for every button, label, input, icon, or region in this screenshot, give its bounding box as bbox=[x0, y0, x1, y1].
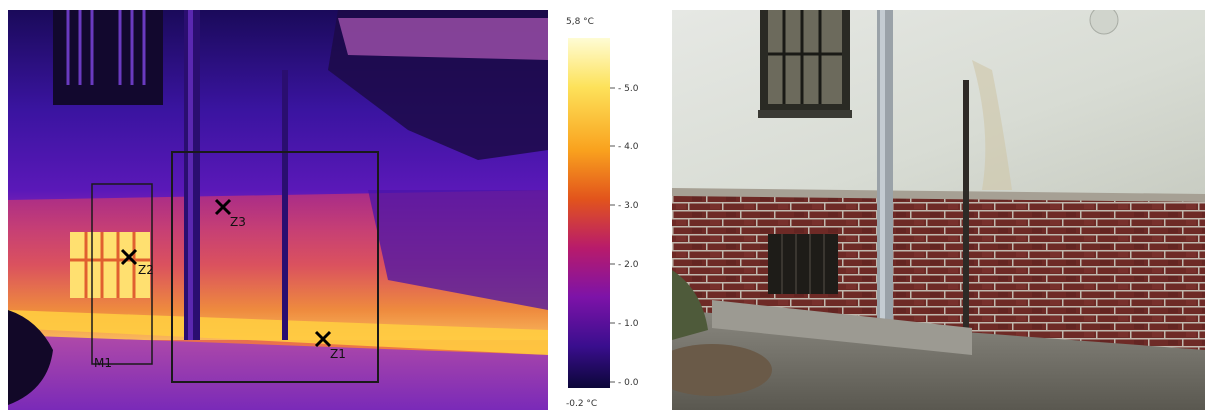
thin-pipe bbox=[963, 80, 969, 340]
measure-region-m2 bbox=[171, 151, 379, 383]
scale-tick-label: - 3.0 bbox=[618, 201, 639, 211]
thermal-image: Z3 Z2 Z1 M1 bbox=[8, 10, 548, 410]
upper-window-bars bbox=[66, 10, 146, 85]
scale-tick-label: - 0.0 bbox=[618, 378, 639, 388]
thin-pipe bbox=[282, 70, 288, 340]
warm-band-top bbox=[338, 18, 548, 60]
drain-pipe-highlight bbox=[188, 10, 193, 340]
damp-stain bbox=[972, 60, 1012, 190]
scale-min-label: -0.2 °C bbox=[566, 399, 597, 409]
scale-tick-label: - 5.0 bbox=[618, 84, 639, 94]
plaster-wall bbox=[672, 10, 1205, 200]
temperature-scale: 5,8 °C - 5.0 - 4.0 - 3.0 - 2.0 - 1.0 - 0.0 -0… bbox=[566, 17, 639, 409]
scale-max-label: 5,8 °C bbox=[566, 17, 594, 27]
upper-window-sill bbox=[758, 110, 852, 118]
wall-ledge bbox=[672, 188, 1205, 202]
scale-color-bar bbox=[568, 38, 610, 388]
photo-scene bbox=[672, 10, 1205, 410]
scale-ticks: - 5.0 - 4.0 - 3.0 - 2.0 - 1.0 - 0.0 bbox=[610, 84, 639, 388]
plant bbox=[672, 270, 708, 340]
spot-label-z2: Z2 bbox=[138, 263, 154, 277]
measure-region-m1 bbox=[91, 183, 153, 365]
basement-window bbox=[768, 234, 838, 294]
ground bbox=[8, 335, 548, 410]
wall-lamp bbox=[1089, 10, 1119, 35]
wall-base-cool bbox=[368, 190, 548, 310]
upper-window-bars bbox=[768, 10, 842, 104]
spot-label-z3: Z3 bbox=[230, 215, 246, 229]
visible-photo bbox=[672, 10, 1205, 410]
scale-tick-label: - 4.0 bbox=[618, 142, 639, 152]
concrete-step bbox=[712, 300, 972, 355]
spot-label-z1: Z1 bbox=[330, 347, 346, 361]
spot-marker-z3 bbox=[214, 198, 232, 216]
basement-window-bars bbox=[781, 234, 825, 294]
hot-strip bbox=[8, 310, 548, 355]
ground-object bbox=[8, 310, 53, 405]
drain-pipe-highlight bbox=[880, 10, 885, 328]
scale-tick-label: - 1.0 bbox=[618, 319, 639, 329]
ground-object bbox=[672, 344, 772, 396]
upper-window-glass bbox=[768, 10, 842, 104]
spot-marker-z1 bbox=[314, 330, 332, 348]
basement-window bbox=[70, 232, 150, 298]
region-label-m1: M1 bbox=[94, 356, 112, 370]
spot-marker-z2 bbox=[120, 248, 138, 266]
basement-window-bars bbox=[70, 232, 150, 298]
thermal-scene: Z3 Z2 Z1 M1 bbox=[8, 10, 548, 410]
scale-tick-label: - 2.0 bbox=[618, 260, 639, 270]
